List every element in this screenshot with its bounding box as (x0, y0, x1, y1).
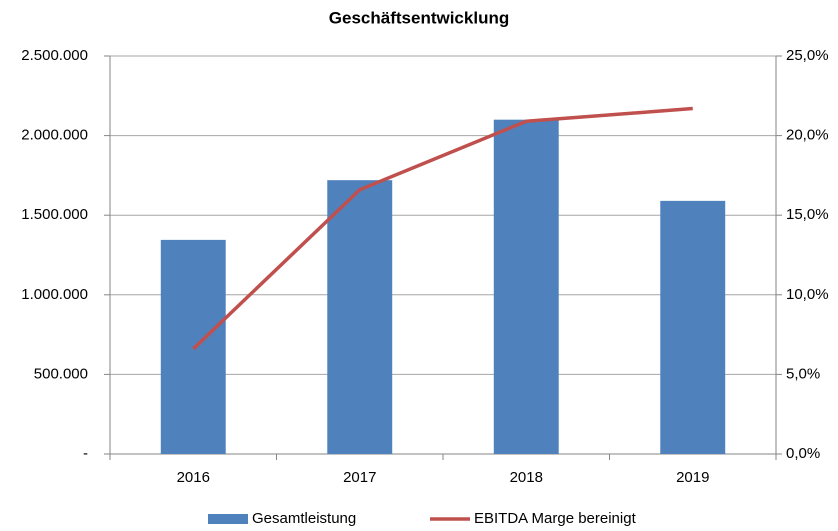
bar (660, 200, 726, 454)
x-tick-label: 2016 (177, 469, 210, 486)
y2-tick-label: 25,0% (786, 47, 829, 64)
legend-label: EBITDA Marge bereinigt (474, 510, 637, 527)
x-tick-label: 2019 (676, 469, 709, 486)
line (192, 106, 693, 351)
legend-label: Gesamtleistung (252, 510, 356, 527)
legend-swatch (208, 514, 248, 524)
bar (327, 180, 393, 454)
bar (493, 119, 559, 455)
y2-tick-label: 0,0% (786, 445, 820, 462)
y2-tick-label: 10,0% (786, 286, 829, 303)
y2-tick-label: 5,0% (786, 365, 820, 382)
x-tick-label: 2017 (343, 469, 376, 486)
y-tick-label: 500.000 (34, 365, 88, 382)
y-tick-label: 2.500.000 (21, 47, 88, 64)
y-tick-label: 2.000.000 (21, 127, 88, 144)
chart-title: Geschäftsentwicklung (329, 8, 509, 27)
y2-tick-label: 20,0% (786, 127, 829, 144)
y-tick-label: 1.000.000 (21, 286, 88, 303)
x-tick-label: 2018 (510, 469, 543, 486)
y2-tick-label: 15,0% (786, 206, 829, 223)
y-tick-label: 1.500.000 (21, 206, 88, 223)
y-tick-label: - (83, 445, 88, 462)
